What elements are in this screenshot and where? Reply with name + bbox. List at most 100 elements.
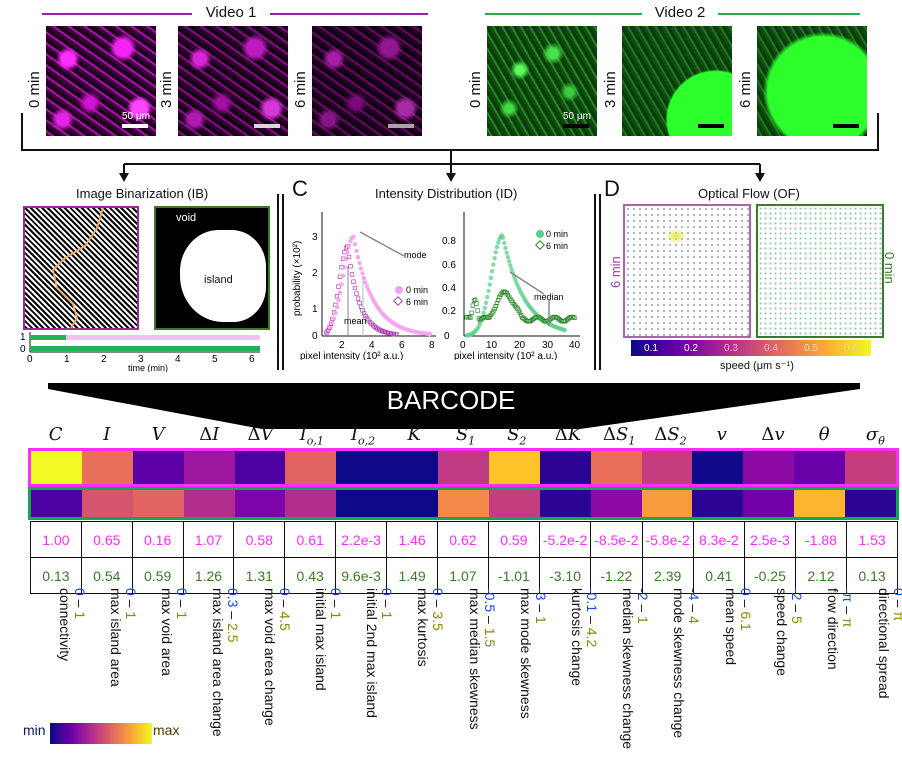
of-right-label: 0 min [882, 252, 897, 284]
left-xtick: 2 [339, 340, 345, 351]
scale-bar [833, 124, 859, 128]
scatter-point-0min [508, 263, 513, 268]
right-ytick: 0 [444, 331, 450, 342]
colorbar-tick: 0.3 [724, 342, 738, 354]
island-region [180, 230, 266, 322]
symbol-main: S [507, 424, 520, 445]
scatter-point-6min [358, 304, 364, 310]
value-cell: 0.13 [30, 557, 82, 594]
scatter-point-0min [483, 300, 489, 305]
symbol-prefix: Δ [247, 424, 261, 445]
left-xtick: 8 [429, 340, 435, 351]
scatter-point-6min [467, 314, 472, 320]
scatter-point-0min [506, 259, 512, 264]
feature-name: max kurtosis [415, 588, 432, 667]
right-xtick: 0 [460, 340, 466, 351]
range-max: 1 [122, 611, 139, 620]
scatter-point-0min [491, 262, 496, 267]
range-min: -3 [532, 588, 549, 601]
ib-title: Image Binarization (IB) [76, 186, 209, 201]
timeline-xtick: 5 [212, 354, 218, 365]
range-dash: – [379, 595, 396, 612]
barcode-cell [539, 490, 591, 517]
ib-binary-image-6min [23, 206, 139, 330]
range-max: 1 [532, 616, 549, 624]
value-cell: 0.13 [846, 557, 898, 594]
scale-bar [254, 124, 280, 128]
feature-label-column: 0 – 3.5 max kurtosis [415, 588, 473, 778]
feature-range: 0 – 1 [174, 588, 190, 676]
scale-label: 50 μm [122, 111, 150, 122]
feature-range: 0 – 4.5 [276, 588, 293, 726]
scatter-point-0min [331, 316, 337, 321]
video2-header-line-left [485, 13, 642, 15]
left-ytick: 2 [312, 268, 318, 279]
barcode-symbol: C [35, 424, 77, 448]
value-cell: 2.2e-3 [335, 521, 388, 558]
feature-name: kurtosis change [568, 588, 585, 687]
range-max: 1 [71, 611, 88, 620]
timeline-xlabel: time (min) [128, 363, 168, 372]
timeline-ytick: 1 [20, 332, 26, 343]
range-dash: – [481, 612, 498, 628]
value-cell: 0.58 [233, 521, 286, 558]
value-cell: 2.39 [641, 557, 694, 594]
scatter-point-6min [469, 310, 474, 315]
left-xtick: 4 [369, 340, 375, 351]
feature-name: directional spread [876, 588, 893, 699]
barcode-symbol: ΔK [547, 424, 589, 448]
right-ytick: 0.6 [442, 260, 456, 271]
scatter-point-0min [363, 280, 368, 285]
scatter-point-6min [491, 309, 496, 314]
value-cell: 0.65 [80, 521, 133, 558]
scatter-point-6min [357, 300, 362, 306]
left-legend-6min: 6 min [406, 297, 428, 307]
barcode-symbol: θ [803, 424, 845, 448]
feature-label-column: -0.5 – 1.5 max median skewness [467, 588, 525, 778]
video1-title: Video 1 [205, 4, 257, 21]
island-label: island [204, 274, 233, 286]
value-cell: 1.26 [182, 557, 235, 594]
scatter-point-6min [572, 315, 577, 320]
scatter-point-0min [488, 275, 494, 281]
video2-frame-6min [757, 26, 867, 136]
scatter-point-6min [492, 306, 497, 312]
value-cell: 1.46 [386, 521, 438, 558]
scatter-point-0min [351, 234, 356, 239]
feature-name: flow direction [825, 588, 842, 670]
scatter-point-0min [494, 244, 500, 250]
symbol-main: K [407, 424, 421, 445]
range-max: 1 [327, 611, 344, 620]
mean-annotation: mean [344, 316, 367, 326]
scatter-point-6min [346, 254, 352, 260]
barcode-row-video2 [28, 487, 899, 520]
feature-label: 0 – 1 initial 2nd max island [364, 588, 396, 718]
id-plots: 0 1 2 3 2 4 6 8 pixel intensity (10² a.u… [292, 212, 581, 360]
range-dash: – [276, 595, 293, 612]
scatter-point-6min [354, 291, 359, 296]
feature-range: -2 – 1 [635, 588, 652, 749]
range-max: 6.1 [737, 611, 754, 631]
range-dash: – [891, 596, 902, 612]
barcode-title: BARCODE [386, 385, 516, 415]
scatter-point-0min [361, 275, 367, 281]
feature-range: -0.1 – 4.2 [584, 588, 600, 686]
range-max: 1 [635, 616, 652, 624]
timeline-xtick: 6 [249, 354, 255, 365]
video1-frame-3min [178, 26, 288, 136]
scatter-point-0min [482, 305, 488, 311]
symbol-main: v [774, 424, 785, 445]
video1-frame-0min: 50 μm [46, 26, 156, 136]
scatter-point-0min [366, 287, 371, 293]
barcode-cell [81, 451, 133, 484]
ib-trace-line [51, 208, 104, 328]
range-dash: – [635, 600, 652, 617]
scatter-point-0min [500, 235, 506, 240]
scatter-point-0min [337, 290, 343, 295]
scatter-point-0min [336, 298, 341, 303]
feature-label-column: 0.3 – 2.5 max island area change [210, 588, 268, 778]
range-max: π [891, 611, 902, 621]
symbol-main: θ [818, 424, 830, 445]
range-min: -4 [686, 588, 703, 601]
feature-range: -2 – 5 [789, 588, 805, 676]
